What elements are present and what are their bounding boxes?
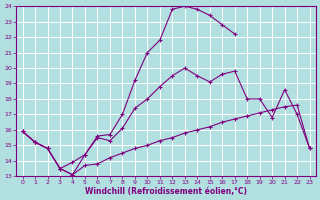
X-axis label: Windchill (Refroidissement éolien,°C): Windchill (Refroidissement éolien,°C) [85, 187, 247, 196]
